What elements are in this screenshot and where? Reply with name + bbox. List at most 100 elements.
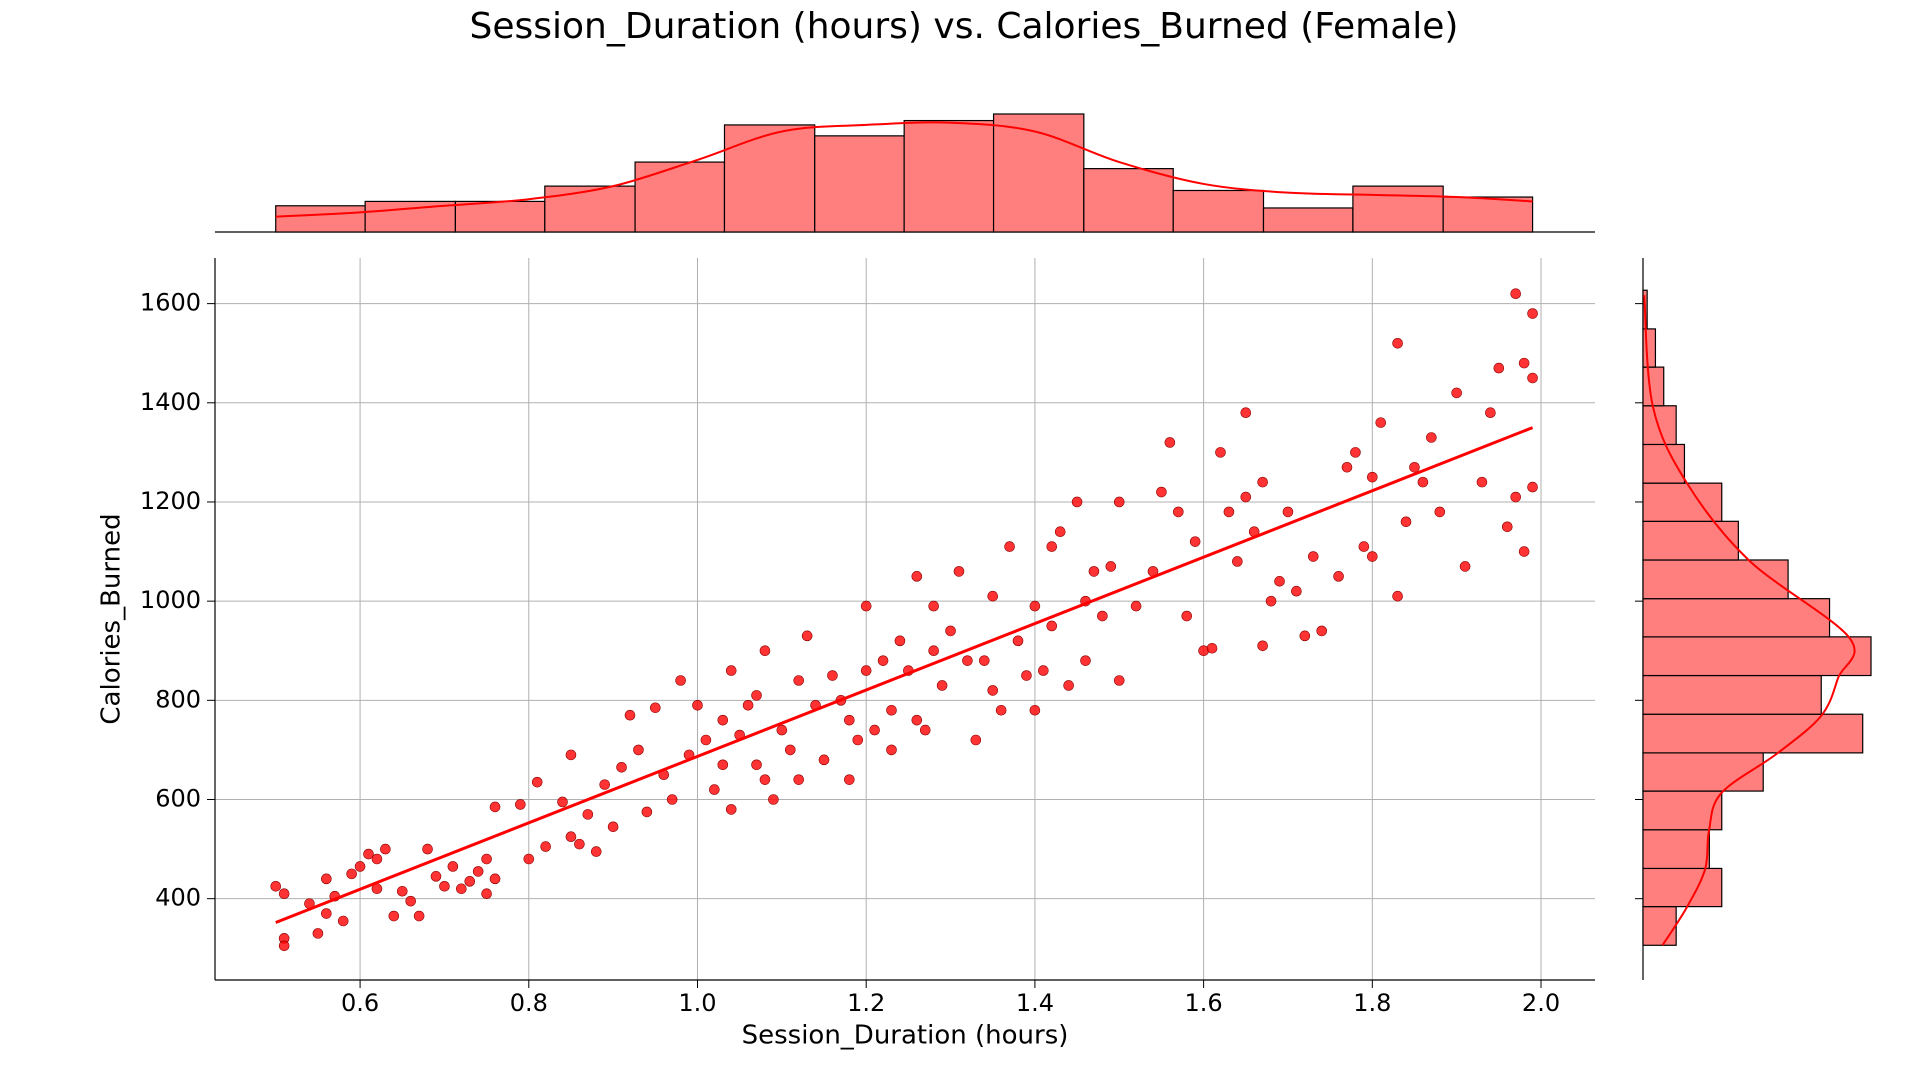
point	[1164, 437, 1176, 448]
point	[1316, 625, 1327, 637]
point	[793, 774, 805, 785]
point	[1113, 496, 1125, 508]
point	[464, 876, 476, 887]
point	[860, 600, 872, 612]
point	[945, 625, 956, 637]
point	[751, 759, 762, 771]
point	[717, 714, 729, 726]
histogram-bar	[1642, 366, 1665, 407]
point	[1029, 600, 1041, 612]
point	[1392, 590, 1403, 602]
y-tick-label: 800	[155, 685, 201, 713]
point	[1375, 417, 1387, 428]
point	[371, 853, 383, 865]
point	[1063, 680, 1074, 691]
y-axis-label: Calories_Burned	[97, 513, 127, 724]
histogram-bar	[1172, 189, 1265, 233]
point	[1426, 432, 1437, 443]
histogram-bar	[275, 205, 366, 233]
point	[1510, 491, 1522, 503]
point	[599, 779, 611, 790]
point	[675, 675, 686, 686]
point	[742, 699, 754, 711]
histogram-bar	[1642, 520, 1739, 561]
histogram-bar	[634, 161, 726, 233]
x-tick-label: 1.0	[678, 989, 716, 1017]
point	[962, 655, 973, 666]
point	[1409, 461, 1420, 473]
point	[565, 831, 577, 842]
x-tick-label: 2.0	[1522, 989, 1560, 1017]
point	[1527, 372, 1538, 384]
point	[1105, 561, 1117, 572]
x-tick-label: 1.4	[1016, 989, 1054, 1017]
histogram-bar	[1642, 674, 1822, 715]
point	[1527, 481, 1538, 493]
y-tick-label: 1200	[140, 487, 201, 515]
y-tick-label: 400	[155, 884, 201, 912]
point	[751, 690, 762, 701]
histogram-bar	[1352, 185, 1444, 233]
kde-curve	[275, 121, 1533, 218]
histogram-bar	[1442, 196, 1534, 233]
point	[1417, 476, 1429, 488]
point	[346, 868, 357, 880]
point	[1501, 521, 1513, 533]
point	[919, 724, 931, 736]
point	[1518, 357, 1530, 369]
histogram-bar	[1083, 168, 1174, 233]
histogram-bar	[903, 119, 995, 233]
point	[1029, 704, 1041, 716]
point	[337, 915, 349, 927]
point	[692, 699, 703, 711]
point	[784, 744, 796, 756]
point	[582, 809, 594, 820]
point	[1493, 362, 1505, 374]
point	[633, 744, 644, 756]
point	[1299, 630, 1311, 642]
histogram-bar	[1642, 906, 1677, 946]
point	[321, 873, 332, 885]
point	[557, 796, 568, 808]
x-tick-label: 0.8	[510, 989, 548, 1017]
point	[1257, 476, 1268, 488]
point	[869, 724, 880, 736]
point	[270, 880, 282, 892]
point	[624, 709, 636, 721]
point	[1257, 640, 1268, 652]
point	[1181, 610, 1193, 622]
point	[700, 734, 712, 746]
histogram-bar	[1642, 790, 1723, 831]
point	[1054, 526, 1066, 538]
point	[1434, 506, 1446, 518]
point	[413, 910, 425, 922]
point	[1012, 635, 1024, 647]
point	[818, 754, 830, 766]
histogram-bar	[992, 113, 1085, 233]
point	[388, 910, 400, 922]
y-tick-label: 1600	[140, 289, 201, 317]
point	[844, 774, 855, 785]
point	[936, 680, 948, 691]
point	[886, 744, 897, 756]
point	[481, 888, 492, 900]
point	[1307, 551, 1319, 562]
histogram-bar	[1642, 559, 1789, 600]
point	[953, 566, 965, 577]
point	[616, 761, 627, 773]
point	[1282, 506, 1294, 518]
point	[911, 714, 923, 726]
point	[1341, 461, 1353, 473]
x-tick-label: 1.6	[1185, 989, 1223, 1017]
regression-line	[275, 426, 1534, 924]
point	[430, 871, 442, 882]
point	[801, 630, 813, 642]
point	[970, 734, 982, 746]
point	[489, 873, 501, 885]
histogram-bar	[1642, 867, 1723, 908]
point	[978, 655, 990, 666]
point	[1527, 308, 1538, 319]
point	[995, 704, 1007, 716]
histogram-bar	[544, 185, 636, 233]
kde-curve	[1643, 295, 1856, 946]
